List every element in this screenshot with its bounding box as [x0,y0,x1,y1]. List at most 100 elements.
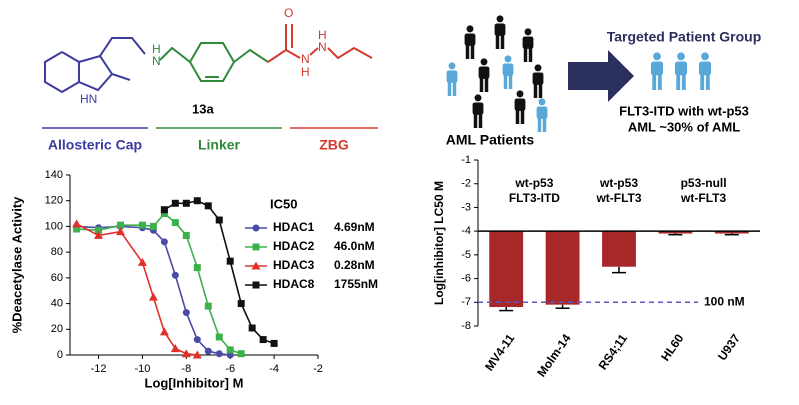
group-label: wt-p53 [514,176,553,190]
person-icon [536,98,548,132]
y-axis-label: %Deacetylase Activity [9,196,24,334]
marker [181,349,191,358]
marker [215,350,223,358]
marker [251,261,261,270]
x-tick-label: -6 [225,363,235,375]
group-label: wt-p53 [599,176,638,190]
x-tick-label: U937 [715,331,743,363]
marker [115,227,125,236]
y-tick-label: 100 [45,220,63,232]
marker [182,309,190,317]
target-line: AML ~30% of AML [628,119,740,134]
y-tick-label: -3 [461,201,471,213]
marker [252,224,260,232]
y-tick-label: -7 [461,296,471,308]
marker [226,346,234,354]
pool-label: AML Patients [446,132,535,148]
marker [160,206,168,214]
legend-title: IC50 [270,196,297,211]
marker [94,230,104,239]
marker [193,336,201,344]
marker [95,226,103,234]
atom-label: N [318,40,327,54]
target-line: FLT3-ITD with wt-p53 [619,103,749,118]
legend-value: 46.0nM [334,239,375,253]
reference-label: 100 nM [704,294,745,308]
person-icon [472,94,484,128]
marker [171,271,179,279]
bond [267,24,287,63]
person-icon [522,28,534,62]
marker [204,347,212,355]
y-tick-label: 20 [51,323,63,335]
x-tick-label: -2 [313,363,323,375]
segment-label: ZBG [319,137,349,153]
x-tick-label: -4 [269,363,279,375]
person-icon [502,55,514,89]
atom-label: H [152,42,161,56]
person-icon [698,52,712,90]
target-title: Targeted Patient Group [607,29,762,45]
marker [72,219,82,228]
segment-label: Linker [198,137,241,153]
marker [237,350,245,358]
y-tick-label: -6 [461,272,471,284]
marker [204,302,212,310]
atom-label: O [284,6,293,20]
legend-label: HDAC1 [273,220,315,234]
bond [78,54,114,92]
y-tick-label: -5 [461,249,471,261]
y-tick-label: -1 [461,154,471,166]
bond [233,48,269,63]
marker [252,281,260,289]
person-icon [478,58,490,92]
atom-label: N [152,54,161,68]
x-tick-label: MV4-11 [482,331,517,373]
marker [248,324,256,332]
group-label: p53-null [681,176,727,190]
bar [714,231,749,234]
y-tick-label: -2 [461,178,471,190]
marker [226,257,234,265]
x-tick-label: Molm-14 [534,331,574,379]
x-tick-label: -8 [181,363,191,375]
y-tick-label: -8 [461,320,471,332]
marker [138,221,146,229]
bond [44,51,80,94]
person-icon [514,90,526,124]
marker [149,222,157,230]
marker [259,336,267,344]
marker [215,216,223,224]
x-tick-label: HL60 [658,331,686,363]
group-label: wt-FLT3 [595,191,641,205]
person-icon [494,15,506,49]
bond [99,37,146,57]
bond [159,46,191,63]
marker [237,300,245,308]
bond [309,47,319,56]
person-icon [674,52,688,90]
marker [159,327,169,336]
x-tick-label: RS4;11 [596,331,631,372]
marker [182,199,190,207]
marker [171,199,179,207]
bond [111,73,131,81]
arrow [568,50,634,102]
legend-label: HDAC3 [273,258,315,272]
atom-label: HN [80,92,97,106]
marker [171,219,179,227]
bar [658,231,693,234]
legend-label: HDAC2 [273,239,315,253]
y-tick-label: 140 [45,169,63,181]
bond [189,42,236,82]
marker [193,264,201,272]
marker [252,243,260,251]
x-tick-label: -10 [134,363,150,375]
person-icon [464,25,476,59]
legend-value: 1755nM [334,277,378,291]
bar [602,231,636,267]
y-tick-label: 120 [45,195,63,207]
bond [285,49,301,59]
compound-label: 13a [192,101,214,116]
y-axis-label: Log[inhibitor] LC50 M [432,181,446,305]
